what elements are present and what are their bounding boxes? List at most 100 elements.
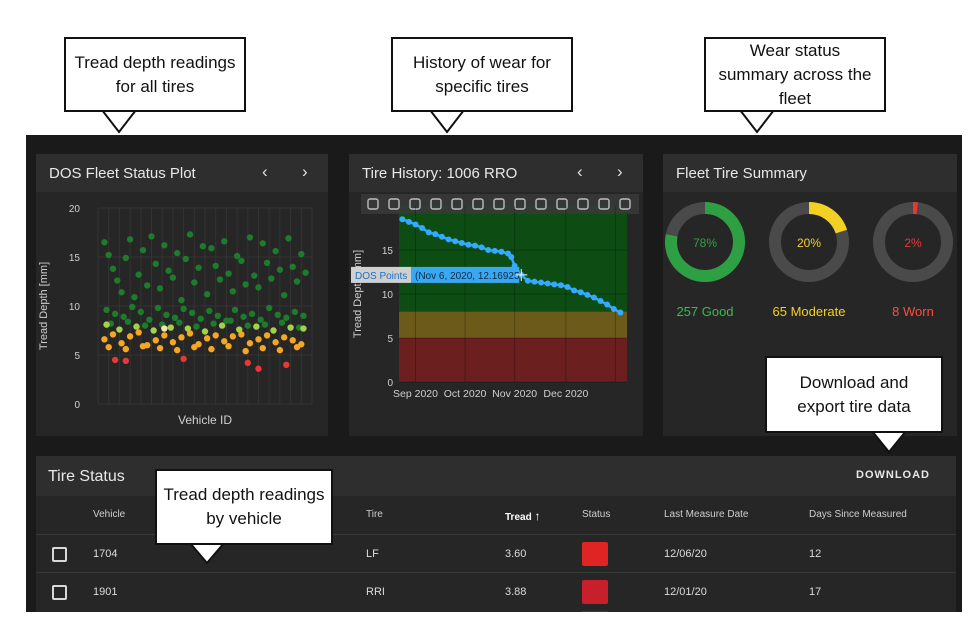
camera-icon xyxy=(367,198,379,210)
scatter-point xyxy=(101,239,108,246)
col-header-days-since-measured[interactable]: Days Since Measured xyxy=(809,509,907,520)
scatter-point xyxy=(221,238,228,245)
scatter-point xyxy=(180,305,187,313)
col-header-tread[interactable]: Tread ↑ xyxy=(505,509,540,523)
y-tick-label: 20 xyxy=(69,204,81,215)
scatter-point xyxy=(272,247,279,255)
status-swatch xyxy=(582,542,608,566)
scatter-point xyxy=(300,312,307,319)
tire-history-card: Tire History: 1006 RRO ‹ › 0 5 10 15 Sep 202… xyxy=(349,154,643,436)
scatter-point xyxy=(105,343,112,351)
home-icon xyxy=(535,198,547,210)
y-axis-label: Tread Depth [mm] xyxy=(38,262,50,350)
scatter-point xyxy=(208,244,215,252)
history-point xyxy=(551,281,558,288)
fleet-plot-next-button[interactable]: › xyxy=(302,162,308,181)
history-point xyxy=(452,238,459,245)
history-point xyxy=(610,305,617,312)
ring-fill xyxy=(769,202,849,282)
download-button[interactable]: DOWNLOAD xyxy=(856,469,930,481)
tire-history-header: Tire History: 1006 RRO ‹ › xyxy=(349,154,643,192)
scatter-point xyxy=(285,235,292,242)
table-row[interactable]: 1704 LF 3.60 12/06/20 12 xyxy=(36,534,956,573)
tread-cell: 3.88 xyxy=(505,586,527,598)
fleet-plot-title: DOS Fleet Status Plot xyxy=(49,165,196,182)
callout-history: History of wear for specific tires xyxy=(391,37,573,112)
tire-history-prev-button[interactable]: ‹ xyxy=(577,162,583,181)
scatter-point xyxy=(152,260,159,268)
history-point xyxy=(544,280,551,287)
scatter-point xyxy=(148,233,155,240)
history-point xyxy=(590,294,597,301)
history-point xyxy=(577,289,584,296)
col-header-status[interactable]: Status xyxy=(582,509,611,520)
scatter-point xyxy=(268,275,275,282)
y-tick-label: 10 xyxy=(69,302,81,313)
callout-wear-status-text: Wear status summary across the fleet xyxy=(718,40,872,108)
ring-percent-label: 20% xyxy=(797,236,821,250)
fleet-plot-prev-button[interactable]: ‹ xyxy=(262,162,268,181)
scatter-point xyxy=(146,316,153,323)
scatter-point xyxy=(244,322,251,329)
scatter-point xyxy=(178,296,185,304)
tire-history-chart[interactable]: 0 5 10 15 Sep 2020 Oct 2020 Nov 2020 Dec 2020 Tr… xyxy=(349,192,643,436)
history-point xyxy=(472,242,478,249)
scatter-point xyxy=(300,325,307,332)
history-point xyxy=(478,244,485,251)
scatter-point xyxy=(114,277,121,284)
history-point xyxy=(419,225,426,231)
scatter-point xyxy=(188,309,196,317)
fleet-summary-title: Fleet Tire Summary xyxy=(676,165,807,182)
scatter-point xyxy=(289,263,296,270)
scatter-point xyxy=(178,334,185,341)
vehicle-cell: 1704 xyxy=(93,548,118,560)
tire-history-title: Tire History: 1006 RRO xyxy=(362,165,518,182)
history-point xyxy=(491,247,498,254)
col-header-vehicle[interactable]: Vehicle xyxy=(93,509,126,520)
worn-count-label: 8 Worn xyxy=(892,304,934,319)
history-point xyxy=(438,233,445,240)
x-tick-label: Sep 2020 xyxy=(393,388,438,400)
scatter-point xyxy=(118,340,125,347)
ring-percent-label: 78% xyxy=(693,236,717,250)
row-checkbox[interactable] xyxy=(52,547,67,562)
scatter-point xyxy=(129,303,136,311)
tire-cell: RRI xyxy=(366,586,385,598)
scatter-point xyxy=(206,307,213,315)
fleet-scatter-chart[interactable]: 0 5 10 15 20 Vehicle ID Tread Depth [mm] xyxy=(36,192,328,436)
scatter-point xyxy=(103,306,110,314)
scatter-point xyxy=(180,355,187,363)
scatter-point xyxy=(257,316,264,323)
scatter-point xyxy=(266,304,273,312)
callout-pointer-history xyxy=(427,109,467,134)
tire-history-next-button[interactable]: › xyxy=(617,162,623,181)
col-header-last-measure-date[interactable]: Last Measure Date xyxy=(664,509,749,520)
scatter-point xyxy=(255,336,262,343)
scatter-point xyxy=(152,337,159,344)
scatter-point xyxy=(186,231,194,238)
col-header-tread-label: Tread xyxy=(505,512,532,523)
scatter-point xyxy=(156,285,164,292)
history-point xyxy=(465,241,472,248)
row-checkbox[interactable] xyxy=(52,585,67,600)
scatter-point xyxy=(144,282,151,289)
scatter-point xyxy=(238,257,245,265)
history-point xyxy=(425,229,432,236)
scatter-point xyxy=(283,314,290,321)
y-tick-label: 15 xyxy=(69,253,81,264)
scatter-point xyxy=(229,333,237,340)
scatter-point xyxy=(287,324,294,331)
x-tick-label: Oct 2020 xyxy=(444,388,487,400)
scatter-point xyxy=(270,327,277,334)
scatter-point xyxy=(126,236,134,243)
scatter-point xyxy=(173,346,181,354)
scatter-point xyxy=(105,251,112,259)
callout-history-text: History of wear for specific tires xyxy=(413,52,551,96)
table-row[interactable]: 1901 RRI 3.88 12/01/20 17 xyxy=(36,572,956,611)
scatter-point xyxy=(173,249,181,257)
scatter-point xyxy=(101,336,108,343)
col-header-tire[interactable]: Tire xyxy=(366,509,383,520)
hover-closest-icon xyxy=(577,198,589,210)
history-point xyxy=(564,283,571,290)
chart-modebar xyxy=(361,194,639,214)
